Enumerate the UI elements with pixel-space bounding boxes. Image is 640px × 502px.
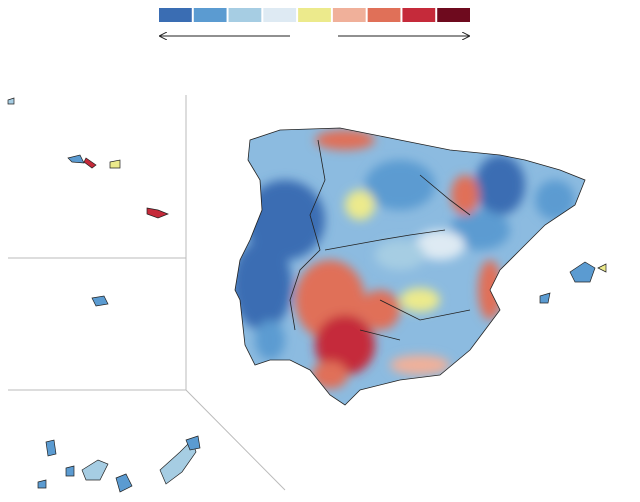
legend-swatch — [263, 8, 297, 22]
legend-swatch — [437, 8, 470, 22]
legend-swatch — [193, 8, 227, 22]
regional-borders — [289, 139, 471, 341]
legend-swatch — [228, 8, 262, 22]
legend-swatch — [332, 8, 366, 22]
coast — [234, 127, 586, 406]
inset-frames — [8, 95, 286, 491]
legend-swatch — [298, 8, 331, 22]
legend-swatch — [159, 8, 192, 22]
legend-swatch — [367, 8, 401, 22]
islands — [7, 97, 607, 493]
legend-swatch — [402, 8, 436, 22]
legend — [159, 8, 470, 22]
